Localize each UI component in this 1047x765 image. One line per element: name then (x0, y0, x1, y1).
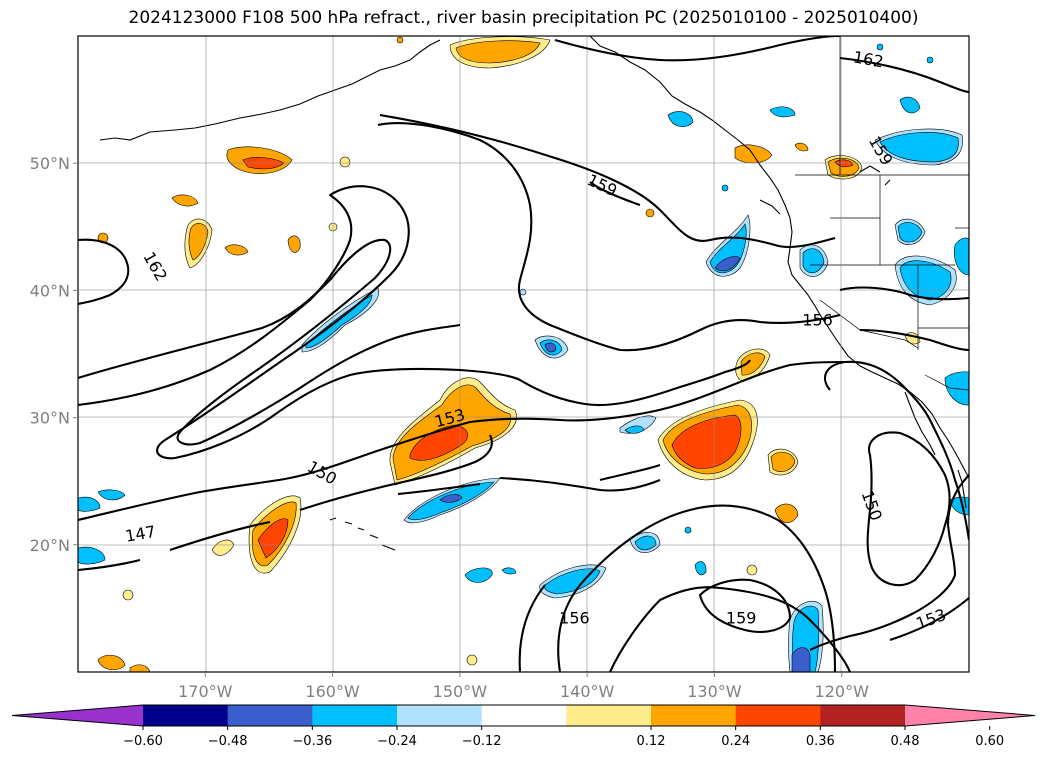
svg-text:159: 159 (726, 608, 757, 627)
colorbar-segment (481, 705, 567, 726)
colorbar-tick-label: 0.60 (975, 734, 1004, 749)
colorbar-segment (227, 705, 313, 726)
contour-label: 156 (802, 311, 833, 330)
colorbar-extend-max (905, 705, 1035, 726)
contour-label: 159 (726, 608, 757, 627)
coastlines (99, 36, 969, 551)
lon-tick-label: 150°W (433, 682, 488, 701)
colorbar-tick-label: 0.12 (637, 734, 666, 749)
colorbar-tick-label: −0.24 (377, 734, 417, 749)
contour-label: 156 (559, 608, 590, 627)
colorbar-tick-label: −0.60 (123, 734, 163, 749)
map-frame (77, 35, 970, 673)
colorbar-extend-min (12, 705, 143, 726)
colorbar-tick-label: −0.48 (208, 734, 248, 749)
refractivity-contours (78, 36, 969, 672)
map-title: 2024123000 F108 500 hPa refract., river … (128, 8, 919, 28)
colorbar-segment (397, 705, 483, 726)
lon-tick-label: 160°W (305, 682, 360, 701)
colorbar-tick-label: 0.48 (891, 734, 920, 749)
colorbar-tick-label: 0.36 (806, 734, 835, 749)
lat-tick-label: 40°N (30, 281, 70, 300)
lat-tick-label: 20°N (30, 536, 70, 555)
lon-tick-label: 130°W (687, 682, 742, 701)
lat-tick-label: 30°N (30, 409, 70, 428)
lon-tick-label: 170°W (178, 682, 233, 701)
colorbar-tick-label: −0.36 (292, 734, 332, 749)
colorbar-segment (651, 705, 737, 726)
lat-tick-label: 50°N (30, 154, 70, 173)
colorbar: −0.60 −0.48 −0.36 −0.24 −0.12 0.12 0.24 0.36 0.4… (11, 704, 1036, 749)
colorbar-tick-label: 0.24 (721, 734, 750, 749)
graticule (78, 36, 969, 672)
colorbar-tick-label: −0.12 (462, 734, 502, 749)
lon-tick-label: 140°W (560, 682, 615, 701)
colorbar-segment (735, 705, 821, 726)
longitude-tick-labels: 170°W 160°W 150°W 140°W 130°W 120°W (178, 672, 869, 701)
colorbar-segment (312, 705, 398, 726)
svg-text:156: 156 (802, 311, 833, 330)
borders (795, 36, 969, 391)
colorbar-segment (820, 705, 906, 726)
svg-text:156: 156 (559, 608, 590, 627)
colorbar-segment (143, 705, 229, 726)
colorbar-segment (566, 705, 652, 726)
lon-tick-label: 120°W (815, 682, 870, 701)
latitude-tick-labels: 50°N 40°N 30°N 20°N (30, 154, 78, 555)
